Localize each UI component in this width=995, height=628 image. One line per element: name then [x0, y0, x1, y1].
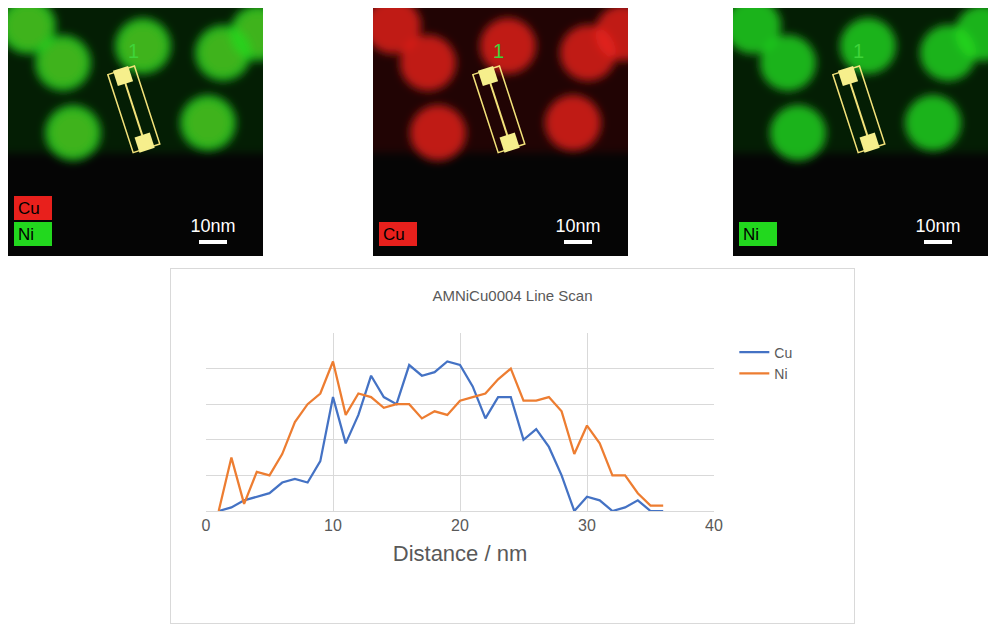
svg-text:1: 1 — [853, 40, 864, 62]
svg-text:40: 40 — [705, 517, 723, 534]
svg-text:10: 10 — [324, 517, 342, 534]
svg-text:Cu: Cu — [774, 345, 792, 361]
svg-text:10nm: 10nm — [190, 216, 235, 236]
svg-text:1: 1 — [128, 40, 139, 62]
svg-text:10nm: 10nm — [555, 216, 600, 236]
svg-text:10nm: 10nm — [915, 216, 960, 236]
svg-text:AMNiCu0004 Line Scan: AMNiCu0004 Line Scan — [432, 287, 592, 304]
svg-text:20: 20 — [451, 517, 469, 534]
svg-text:Ni: Ni — [774, 366, 787, 382]
svg-text:30: 30 — [578, 517, 596, 534]
svg-text:Cu: Cu — [383, 225, 405, 244]
svg-text:Cu: Cu — [18, 199, 40, 218]
svg-text:1: 1 — [493, 40, 504, 62]
svg-text:0: 0 — [202, 517, 211, 534]
svg-text:Ni: Ni — [18, 225, 34, 244]
svg-text:Ni: Ni — [743, 225, 759, 244]
svg-text:Distance / nm: Distance / nm — [393, 541, 528, 566]
